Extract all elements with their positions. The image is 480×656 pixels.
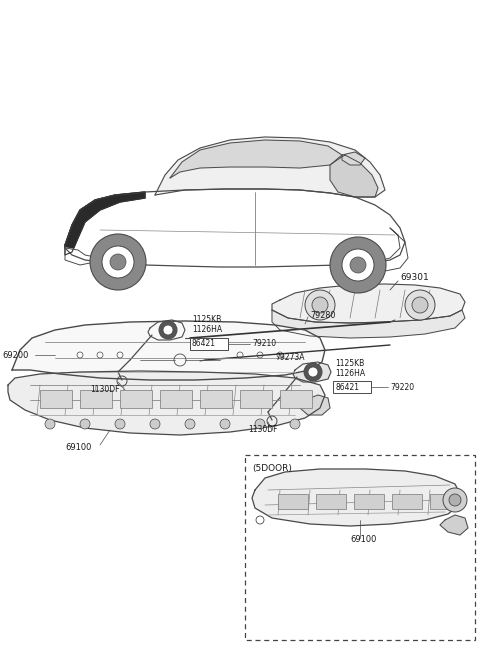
Circle shape: [45, 419, 55, 429]
Circle shape: [115, 419, 125, 429]
Text: 86421: 86421: [335, 382, 359, 392]
Polygon shape: [155, 137, 385, 197]
Circle shape: [163, 325, 173, 335]
Polygon shape: [330, 155, 378, 197]
Text: 79273A: 79273A: [275, 354, 304, 363]
FancyBboxPatch shape: [430, 494, 460, 509]
Circle shape: [330, 237, 386, 293]
Circle shape: [255, 419, 265, 429]
Text: 79220: 79220: [390, 382, 414, 392]
Text: 86421: 86421: [192, 340, 216, 348]
Circle shape: [405, 290, 435, 320]
FancyBboxPatch shape: [120, 390, 152, 408]
Circle shape: [305, 290, 335, 320]
FancyBboxPatch shape: [245, 455, 475, 640]
Text: 1130DF: 1130DF: [248, 426, 277, 434]
Polygon shape: [148, 320, 185, 340]
Text: 69200: 69200: [2, 350, 28, 359]
Text: 79210: 79210: [252, 340, 276, 348]
Polygon shape: [272, 310, 465, 338]
FancyBboxPatch shape: [200, 390, 232, 408]
FancyBboxPatch shape: [80, 390, 112, 408]
Polygon shape: [8, 371, 325, 435]
FancyBboxPatch shape: [278, 494, 308, 509]
FancyBboxPatch shape: [316, 494, 346, 509]
FancyBboxPatch shape: [240, 390, 272, 408]
Circle shape: [443, 488, 467, 512]
Text: 1130DF: 1130DF: [90, 386, 120, 394]
Text: 69100: 69100: [350, 535, 376, 544]
Polygon shape: [65, 192, 145, 255]
Polygon shape: [342, 152, 365, 165]
FancyBboxPatch shape: [160, 390, 192, 408]
Polygon shape: [293, 362, 331, 382]
Text: 1126HA: 1126HA: [335, 369, 365, 377]
Text: 1126HA: 1126HA: [192, 325, 222, 335]
Text: 1125KB: 1125KB: [192, 316, 221, 325]
Polygon shape: [65, 189, 405, 267]
Circle shape: [90, 234, 146, 290]
Circle shape: [350, 257, 366, 273]
Circle shape: [220, 419, 230, 429]
Text: 69100: 69100: [65, 443, 91, 453]
Circle shape: [150, 419, 160, 429]
Circle shape: [159, 321, 177, 339]
Text: 1125KB: 1125KB: [335, 358, 364, 367]
Circle shape: [342, 249, 374, 281]
FancyBboxPatch shape: [40, 390, 72, 408]
Polygon shape: [65, 248, 100, 265]
Circle shape: [449, 494, 461, 506]
Polygon shape: [170, 140, 342, 178]
Circle shape: [312, 297, 328, 313]
Circle shape: [110, 254, 126, 270]
Text: 79280: 79280: [310, 310, 336, 319]
Polygon shape: [12, 321, 325, 380]
FancyBboxPatch shape: [333, 381, 371, 393]
Circle shape: [308, 367, 318, 377]
Circle shape: [185, 419, 195, 429]
FancyBboxPatch shape: [190, 338, 228, 350]
FancyBboxPatch shape: [280, 390, 312, 408]
Text: 69301: 69301: [400, 274, 429, 283]
Polygon shape: [252, 469, 460, 526]
Polygon shape: [300, 395, 330, 415]
Circle shape: [102, 246, 134, 278]
Circle shape: [290, 419, 300, 429]
Polygon shape: [440, 515, 468, 535]
Circle shape: [304, 363, 322, 381]
FancyBboxPatch shape: [354, 494, 384, 509]
Polygon shape: [350, 228, 408, 274]
Circle shape: [80, 419, 90, 429]
Circle shape: [412, 297, 428, 313]
Text: (5DOOR): (5DOOR): [252, 464, 292, 472]
Polygon shape: [272, 284, 465, 323]
FancyBboxPatch shape: [392, 494, 422, 509]
